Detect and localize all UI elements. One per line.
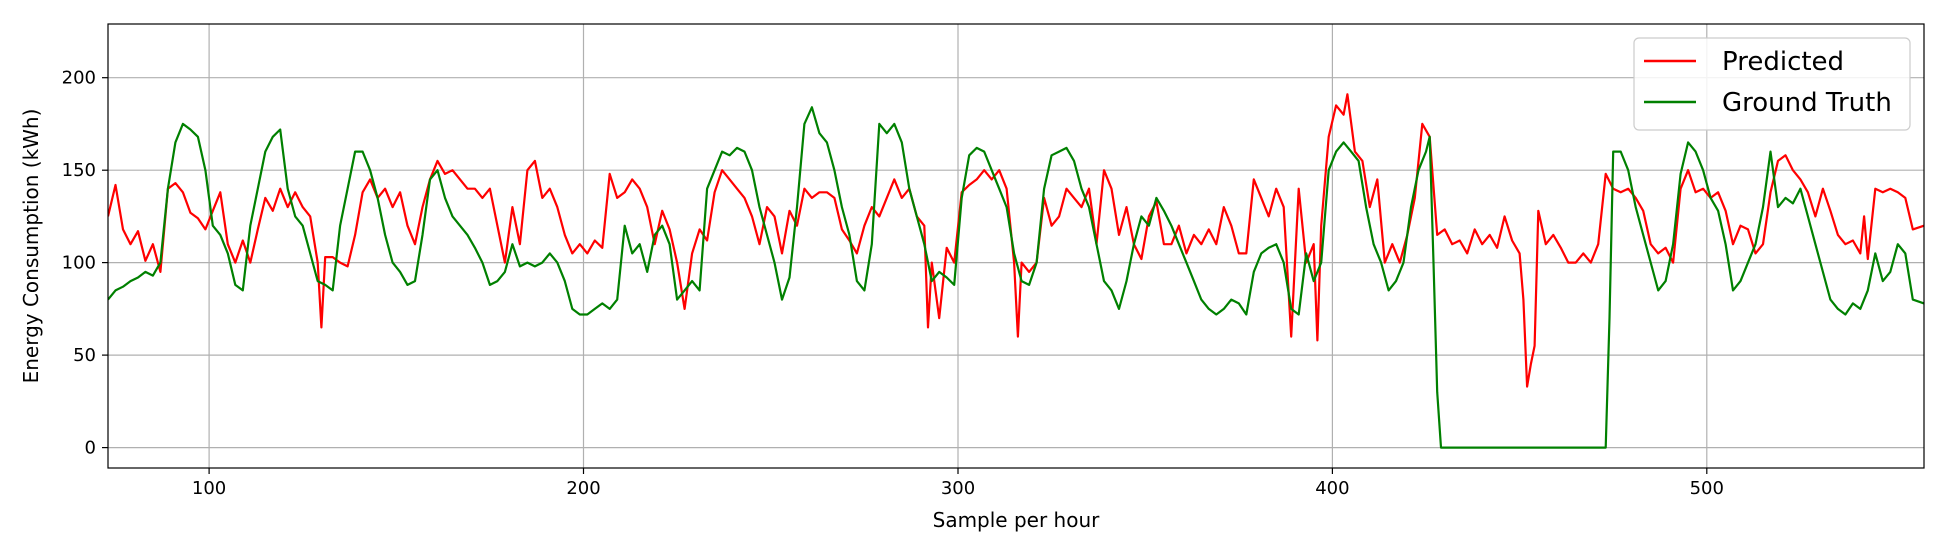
legend-label: Ground Truth [1722, 88, 1892, 118]
legend-label: Predicted [1722, 47, 1844, 77]
y-tick-label: 50 [73, 345, 96, 366]
y-axis-ticks: 0 50 100 150 200 [62, 68, 108, 459]
y-axis-label: Energy Consumption (kWh) [19, 109, 43, 384]
x-axis-label: Sample per hour [933, 508, 1101, 532]
y-tick-label: 100 [62, 253, 96, 274]
y-tick-label: 150 [62, 160, 96, 181]
y-tick-label: 0 [85, 438, 96, 459]
legend: Predicted Ground Truth [1633, 37, 1911, 131]
x-tick-label: 500 [1690, 478, 1724, 499]
x-axis-ticks: 100 200 300 400 500 [192, 468, 1724, 499]
x-tick-label: 400 [1315, 478, 1349, 499]
x-tick-label: 200 [566, 478, 600, 499]
x-tick-label: 300 [941, 478, 975, 499]
y-tick-label: 200 [62, 68, 96, 89]
legend-box [1633, 37, 1911, 131]
plot-frame [107, 23, 1925, 469]
x-tick-label: 100 [192, 478, 226, 499]
grid-lines [108, 24, 1924, 468]
series-line-1 [108, 106, 1924, 449]
series-line-0 [108, 93, 1924, 388]
series-lines [108, 93, 1924, 449]
